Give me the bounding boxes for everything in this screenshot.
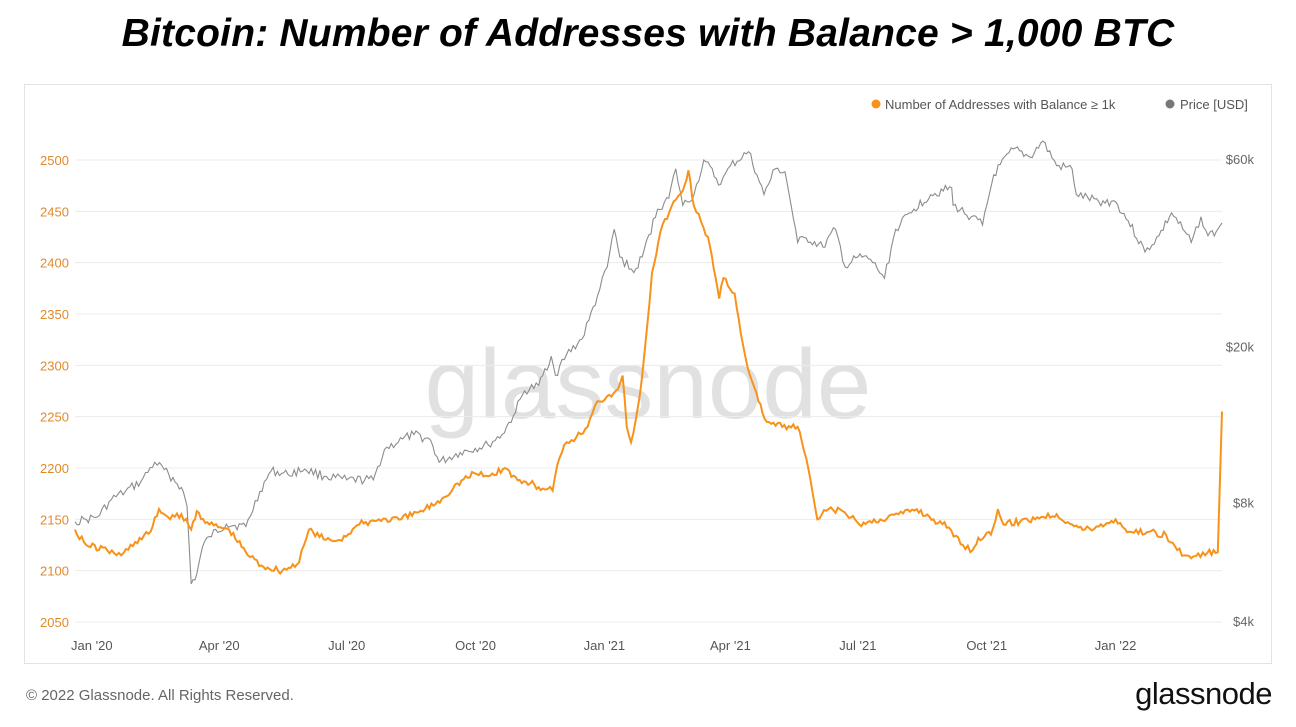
x-tick-label: Oct '21 (966, 638, 1007, 653)
x-tick-label: Apr '21 (710, 638, 751, 653)
y-right-tick-label: $20k (1226, 339, 1255, 354)
watermark: glassnode (425, 329, 872, 439)
x-tick-label: Jan '20 (71, 638, 113, 653)
y-left-tick-label: 2400 (40, 256, 69, 271)
x-tick-label: Jul '21 (839, 638, 876, 653)
y-left-tick-label: 2150 (40, 512, 69, 527)
y-left-tick-label: 2200 (40, 461, 69, 476)
addresses-line (74, 170, 1223, 576)
x-tick-label: Jan '21 (584, 638, 626, 653)
y-left-tick-label: 2050 (40, 615, 69, 630)
y-right-tick-label: $4k (1233, 614, 1254, 629)
y-left-tick-label: 2450 (40, 204, 69, 219)
y-right-tick-label: $8k (1233, 496, 1254, 511)
y-left-tick-label: 2350 (40, 307, 69, 322)
legend-label-addresses: Number of Addresses with Balance ≥ 1k (885, 97, 1116, 112)
glassnode-logo: glassnode (1135, 676, 1272, 711)
y-left-tick-label: 2500 (40, 153, 69, 168)
y-left-tick-label: 2300 (40, 358, 69, 373)
x-tick-label: Jan '22 (1095, 638, 1137, 653)
x-tick-label: Apr '20 (199, 638, 240, 653)
copyright-footer: © 2022 Glassnode. All Rights Reserved. (26, 687, 294, 704)
legend: Number of Addresses with Balance ≥ 1k Pr… (871, 97, 1248, 112)
price-line (74, 140, 1223, 585)
y-right-tick-label: $60k (1226, 152, 1255, 167)
x-tick-label: Oct '20 (455, 638, 496, 653)
y-left-tick-label: 2100 (40, 564, 69, 579)
legend-label-price: Price [USD] (1180, 97, 1248, 112)
legend-marker-price (1165, 99, 1175, 109)
chart-panel (24, 84, 1272, 664)
series-layer (74, 140, 1223, 585)
y-left-tick-label: 2250 (40, 410, 69, 425)
axes-layer: 2050 2100 2150 2200 2250 2300 2350 2400 2450 2500… (40, 152, 1254, 653)
chart-title: Bitcoin: Number of Addresses with Balanc… (121, 12, 1175, 55)
legend-marker-addresses (871, 99, 881, 109)
x-tick-label: Jul '20 (328, 638, 365, 653)
